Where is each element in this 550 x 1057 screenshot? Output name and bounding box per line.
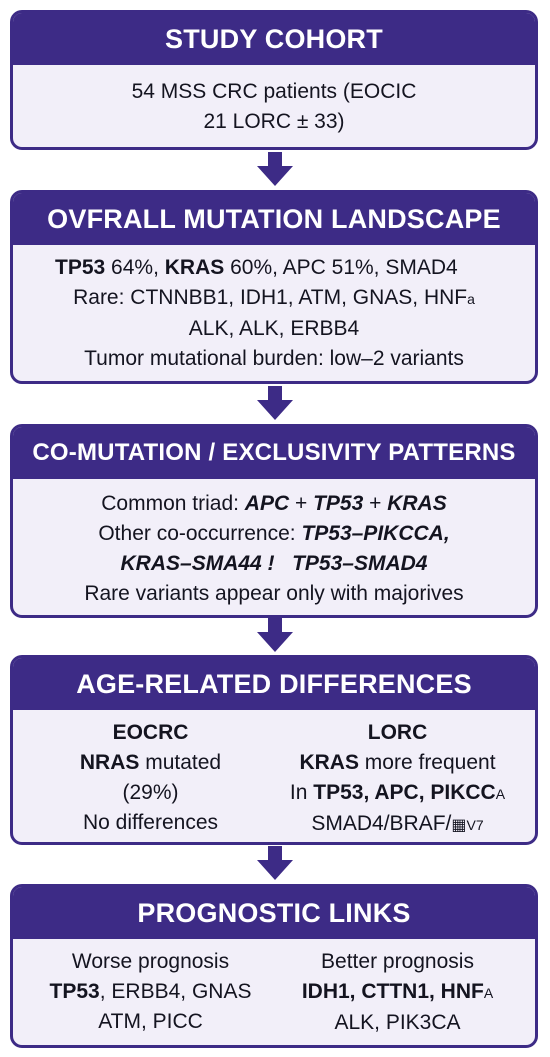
study-cohort-body: 54 MSS CRC patients (EOCIC 21 LORC ± 33) bbox=[13, 65, 535, 143]
worse-heading: Worse prognosis bbox=[71, 950, 230, 973]
landscape-line-2: Rare: CTNNBB1, IDH1, ATM, GNAS, HNFa bbox=[73, 286, 475, 309]
study-cohort-title: STUDY COHORT bbox=[13, 13, 535, 65]
comutation-box: CO-MUTATION / EXCLUSIVITY PATTERNS Commo… bbox=[10, 424, 538, 618]
lorc-heading: LORC bbox=[367, 721, 428, 744]
mutation-landscape-title: OVFRALL MUTATION LANDSCAPE bbox=[13, 193, 535, 245]
better-genes: IDH1, CTTN1, HNFA bbox=[301, 980, 494, 1003]
comutation-title: CO-MUTATION / EXCLUSIVITY PATTERNS bbox=[13, 427, 535, 479]
lorc-kras: KRAS more frequent bbox=[299, 751, 496, 774]
down-arrow-icon bbox=[257, 618, 293, 652]
eocrc-heading: EOCRC bbox=[112, 721, 189, 744]
lorc-genes: In TP53, APC, PIKCCA bbox=[289, 781, 506, 804]
gene-tp53: TP53 bbox=[55, 256, 106, 279]
age-differences-box: AGE-RELATED DIFFERENCES EOCRC NRAS mutat… bbox=[10, 655, 538, 845]
better-heading: Better prognosis bbox=[321, 950, 474, 973]
landscape-line-4: Tumor mutational burden: low–2 variants bbox=[84, 347, 464, 370]
eocrc-column: EOCRC NRAS mutated (29%) No differences bbox=[27, 718, 274, 841]
cohort-line-2: 21 LORC ± 33) bbox=[203, 110, 345, 133]
prognostic-box: PROGNOSTIC LINKS Worse prognosis TP53, E… bbox=[10, 884, 538, 1048]
prognostic-body: Worse prognosis TP53, ERBB4, GNAS ATM, P… bbox=[13, 939, 535, 1044]
comutation-body: Common triad: APC + TP53 + KRAS Other co… bbox=[13, 479, 535, 615]
comutation-line-2: Other co-occurrence: TP53–PIKCCA, bbox=[98, 522, 450, 545]
comutation-line-3: KRAS–SMA44 ! TP53–SMAD4 bbox=[120, 552, 428, 575]
mutation-landscape-body: TP53 64%, KRAS 60%, APC 51%, SMAD4 Rare:… bbox=[13, 245, 535, 380]
gene-kras: KRAS bbox=[164, 256, 225, 279]
down-arrow-icon bbox=[257, 386, 293, 420]
landscape-line-3: ALK, ALK, ERBB4 bbox=[188, 317, 360, 340]
lorc-line-4: SMAD4/BRAF/▦V7 bbox=[311, 812, 484, 835]
better-prognosis-column: Better prognosis IDH1, CTTN1, HNFA ALK, … bbox=[274, 947, 521, 1038]
cohort-line-1: 54 MSS CRC patients (EOCIC bbox=[131, 80, 417, 103]
eocrc-nodiff: No differences bbox=[82, 811, 219, 834]
prognostic-title: PROGNOSTIC LINKS bbox=[13, 887, 535, 939]
worse-line-3: ATM, PICC bbox=[98, 1010, 203, 1033]
down-arrow-icon bbox=[257, 846, 293, 880]
mutation-landscape-box: OVFRALL MUTATION LANDSCAPE TP53 64%, KRA… bbox=[10, 190, 538, 384]
age-differences-body: EOCRC NRAS mutated (29%) No differences … bbox=[13, 710, 535, 842]
study-cohort-box: STUDY COHORT 54 MSS CRC patients (EOCIC … bbox=[10, 10, 538, 150]
eocrc-nras: NRAS mutated bbox=[79, 751, 222, 774]
down-arrow-icon bbox=[257, 152, 293, 186]
lorc-column: LORC KRAS more frequent In TP53, APC, PI… bbox=[274, 718, 521, 841]
comutation-line-1: Common triad: APC + TP53 + KRAS bbox=[101, 492, 447, 515]
broken-image-icon: ▦ bbox=[451, 817, 467, 834]
age-differences-title: AGE-RELATED DIFFERENCES bbox=[13, 658, 535, 710]
better-line-3: ALK, PIK3CA bbox=[334, 1011, 461, 1034]
worse-prognosis-column: Worse prognosis TP53, ERBB4, GNAS ATM, P… bbox=[27, 947, 274, 1038]
comutation-line-4: Rare variants appear only with majorives bbox=[84, 582, 464, 605]
worse-genes: TP53, ERBB4, GNAS bbox=[49, 980, 252, 1003]
landscape-line-1: TP53 64%, KRAS 60%, APC 51%, SMAD4 bbox=[55, 256, 458, 279]
eocrc-pct: (29%) bbox=[122, 781, 179, 804]
